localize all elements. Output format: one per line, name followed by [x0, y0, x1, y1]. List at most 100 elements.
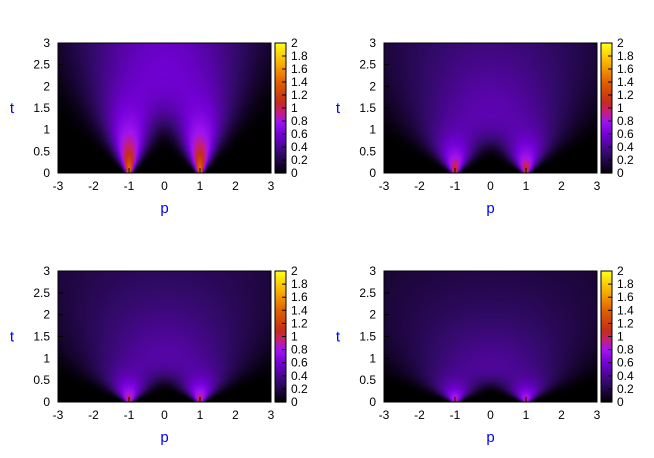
x-tick-label: -2 — [88, 179, 99, 193]
colorbar-tick-label: 2 — [617, 36, 624, 50]
colorbar-segment — [601, 114, 612, 118]
x-tick-label: 3 — [594, 408, 601, 422]
y-tick-label: 0.5 — [359, 144, 376, 158]
colorbar-segment — [275, 157, 286, 161]
colorbar-segment — [275, 92, 286, 96]
colorbar-segment — [275, 380, 286, 383]
colorbar-segment — [601, 166, 612, 170]
colorbar-segment — [601, 108, 612, 111]
x-tick-label: -2 — [414, 408, 425, 422]
colorbar-segment — [601, 312, 612, 316]
colorbar-segment — [275, 53, 286, 57]
x-axis-label: p — [160, 200, 168, 217]
colorbar-segment — [275, 62, 286, 66]
colorbar-segment — [601, 129, 612, 133]
colorbar: 00.20.40.60.811.21.41.61.82 — [274, 36, 308, 180]
colorbar-segment — [601, 66, 612, 70]
colorbar-segment — [601, 377, 612, 381]
colorbar-segment — [601, 319, 612, 322]
colorbar-segment — [275, 144, 286, 148]
colorbar-segment — [601, 136, 612, 139]
y-tick-label: 2 — [369, 79, 376, 93]
colorbar-segment — [275, 356, 286, 359]
colorbar-segment — [601, 271, 612, 274]
colorbar-segment — [601, 288, 612, 292]
colorbar-segment — [275, 118, 286, 122]
colorbar-segment — [275, 84, 286, 87]
colorbar-segment — [601, 116, 612, 120]
colorbar-tick-label: 1.8 — [617, 49, 634, 63]
x-tick-label: -2 — [88, 408, 99, 422]
colorbar-segment — [601, 58, 612, 61]
colorbar-segment — [275, 170, 286, 174]
y-tick-label: 2.5 — [359, 286, 376, 300]
colorbar-tick-label: 0.6 — [291, 356, 308, 370]
colorbar-segment — [275, 90, 286, 94]
colorbar-segment — [275, 295, 286, 298]
colorbar-segment — [601, 127, 612, 131]
colorbar-segment — [275, 284, 286, 287]
colorbar-segment — [275, 160, 286, 163]
colorbar-segment — [601, 123, 612, 126]
colorbar-segment — [275, 297, 286, 300]
colorbar-segment — [601, 273, 612, 276]
colorbar-tick-label: 1.6 — [617, 290, 634, 304]
x-tick-label: 2 — [558, 179, 565, 193]
colorbar-tick-label: 0 — [617, 166, 624, 180]
colorbar-segment — [601, 157, 612, 161]
y-tick-label: 1.5 — [359, 330, 376, 344]
colorbar-segment — [275, 66, 286, 70]
colorbar-segment — [275, 138, 286, 142]
x-tick-label: 1 — [197, 408, 204, 422]
colorbar-segment — [601, 321, 612, 324]
colorbar-segment — [601, 358, 612, 362]
colorbar-segment — [601, 301, 612, 305]
y-tick-label: 0.5 — [359, 373, 376, 387]
colorbar-segment — [275, 164, 286, 168]
colorbar-segment — [601, 160, 612, 163]
x-tick-label: -2 — [414, 179, 425, 193]
x-tick-label: -1 — [450, 179, 461, 193]
colorbar-segment — [275, 310, 286, 314]
y-tick-label: 1 — [369, 351, 376, 365]
colorbar-segment — [275, 319, 286, 322]
colorbar-segment — [601, 121, 612, 124]
y-tick-label: 2.5 — [359, 58, 376, 72]
colorbar-segment — [601, 77, 612, 81]
colorbar-segment — [601, 345, 612, 349]
colorbar-segment — [601, 281, 612, 285]
colorbar-segment — [601, 295, 612, 298]
colorbar: 00.20.40.60.811.21.41.61.82 — [274, 264, 308, 409]
colorbar-segment — [275, 99, 286, 103]
heatmap-image — [384, 43, 597, 173]
colorbar-segment — [601, 56, 612, 59]
colorbar-tick-label: 1.2 — [291, 88, 308, 102]
colorbar-segment — [601, 47, 612, 51]
colorbar-segment — [601, 112, 612, 116]
colorbar-segment — [601, 103, 612, 107]
colorbar-segment — [275, 49, 286, 53]
colorbar-tick-label: 0.2 — [617, 153, 634, 167]
colorbar-segment — [601, 397, 612, 401]
x-tick-label: -1 — [124, 179, 135, 193]
colorbar-segment — [601, 73, 612, 77]
colorbar-tick-label: 1 — [617, 101, 624, 115]
y-axis-label: t — [336, 329, 341, 346]
colorbar-segment — [275, 168, 286, 172]
colorbar-segment — [275, 116, 286, 120]
y-tick-label: 2 — [369, 308, 376, 322]
colorbar-tick-label: 1.4 — [291, 75, 308, 89]
colorbar-segment — [275, 299, 286, 303]
colorbar-segment — [601, 399, 612, 403]
colorbar-segment — [275, 64, 286, 68]
colorbar-segment — [601, 386, 612, 390]
colorbar: 00.20.40.60.811.21.41.61.82 — [600, 36, 634, 180]
colorbar-segment — [275, 305, 286, 309]
colorbar-tick-label: 0.8 — [617, 114, 634, 128]
colorbar-segment — [275, 142, 286, 146]
colorbar-segment — [275, 325, 286, 329]
colorbar-segment — [601, 323, 612, 327]
colorbar-segment — [275, 329, 286, 333]
colorbar-segment — [275, 153, 286, 157]
colorbar-segment — [275, 349, 286, 353]
